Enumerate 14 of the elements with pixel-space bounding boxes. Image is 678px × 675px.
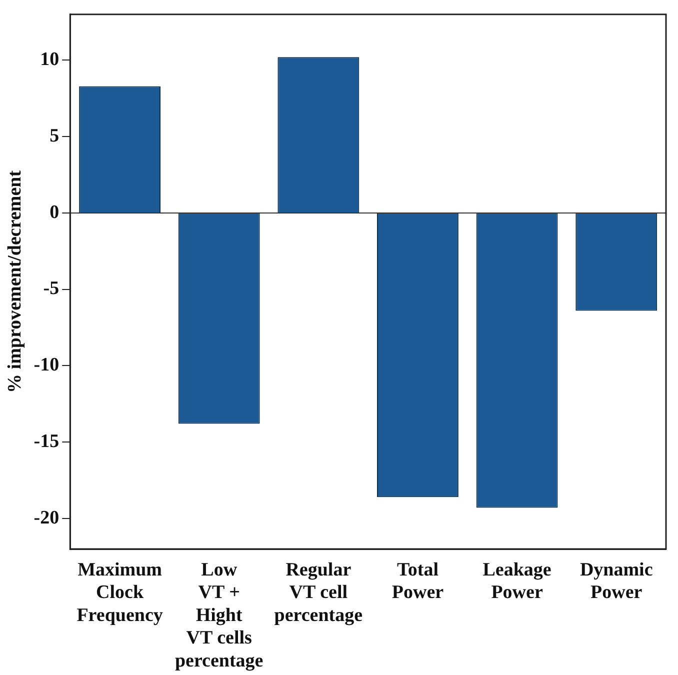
- y-axis-title: % improvement/decrement: [4, 170, 26, 393]
- x-tick-label: Dynamic Power: [580, 559, 653, 604]
- y-tick-label: 10: [40, 49, 60, 70]
- x-tick-label: Regular VT cell percentage: [274, 559, 363, 626]
- y-tick-label: 5: [50, 126, 60, 146]
- y-tick-label: -5: [43, 278, 60, 300]
- x-tick-label: Low VT + Hight VT cells percentage: [174, 559, 264, 672]
- y-tick-label: 0: [50, 202, 60, 223]
- y-tick-label: -15: [34, 430, 60, 452]
- x-tick-label: Total Power: [392, 559, 444, 604]
- y-tick-label: -10: [34, 354, 60, 376]
- y-tick-label: -20: [34, 507, 60, 528]
- x-tick-label: Maximum Clock Frequency: [76, 559, 164, 626]
- x-tick-label: Leakage Power: [482, 559, 552, 604]
